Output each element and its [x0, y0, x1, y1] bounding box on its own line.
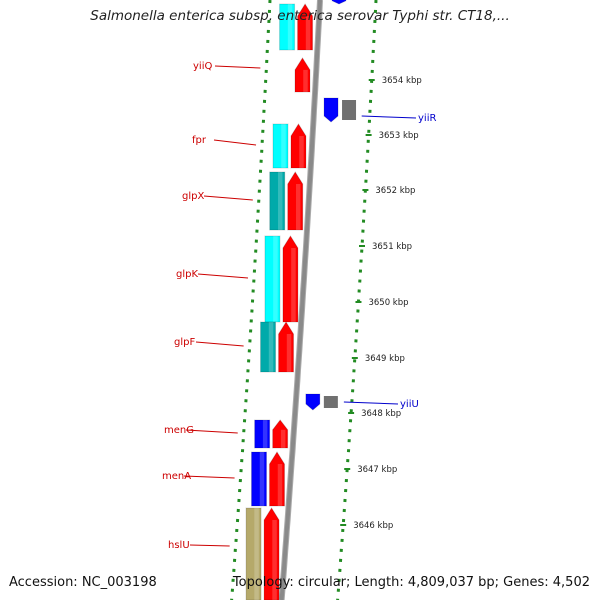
cds-arrow-4-highlight: [291, 248, 296, 322]
gene-label-hslU: hslU: [168, 540, 190, 551]
tick-label: 3647 kbp: [357, 465, 397, 475]
tick-label: 3649 kbp: [365, 354, 405, 364]
reverse-cds-top: [331, 0, 347, 5]
cds-arrow-7-highlight: [277, 464, 283, 506]
cds-arrow-8: [263, 507, 280, 600]
gene-block-5: [260, 321, 277, 373]
tick-label: 3648 kbp: [361, 409, 401, 419]
cds-arrow-0: [297, 3, 314, 51]
gene-leader-line: [195, 341, 244, 347]
reverse-cds-0: [323, 97, 339, 123]
gene-label-glpK: glpK: [176, 269, 198, 280]
cds-arrow-6: [272, 419, 289, 449]
tick-label: 3651 kbp: [372, 242, 412, 252]
map-rings: [230, 0, 378, 600]
gene-block-0-highlight: [287, 4, 293, 50]
cds-arrow-0-highlight: [305, 16, 311, 50]
gene-label-yiiU: yiiU: [400, 399, 419, 410]
gene-features: [245, 0, 357, 600]
tick-label: 3654 kbp: [382, 76, 422, 86]
tick-label: 3653 kbp: [379, 131, 419, 141]
gene-block-0: [279, 3, 296, 51]
gene-leader-line: [213, 139, 257, 146]
gene-leader-line: [197, 273, 249, 279]
cds-arrow-5-highlight: [286, 334, 292, 372]
accession-text: Accession: NC_003198: [9, 575, 157, 590]
gene-block-2: [272, 123, 289, 169]
cds-arrow-2-highlight: [299, 136, 304, 168]
cds-arrow-3: [287, 171, 304, 231]
gene-label-yiiR: yiiR: [418, 113, 436, 124]
gene-leader-line: [214, 65, 261, 69]
genome-title: Salmonella enterica subsp. enterica sero…: [90, 8, 510, 24]
gene-label-menA: menA: [162, 471, 191, 482]
outer-ring-left: [230, 0, 272, 600]
gene-block-8-highlight: [254, 508, 259, 600]
cds-arrow-4: [282, 235, 299, 323]
gene-label-glpX: glpX: [182, 191, 204, 202]
gene-block-4-highlight: [273, 236, 278, 322]
gene-label-fpr: fpr: [192, 135, 207, 146]
gene-leader-line: [185, 429, 238, 434]
gene-block-3-highlight: [277, 172, 283, 230]
cds-arrow-6-highlight: [280, 429, 286, 448]
cds-arrow-7: [269, 451, 286, 507]
reverse-gene-1: [323, 396, 338, 408]
cds-arrow-5: [278, 321, 295, 373]
gene-block-7-highlight: [259, 452, 265, 506]
gene-block-5-highlight: [268, 322, 274, 372]
cds-arrow-3-highlight: [295, 184, 301, 230]
cds-arrow-1-highlight: [303, 69, 308, 92]
position-ticks: 3654 kbp 3653 kbp 3652 kbp 3651 kbp 3650 kbp…: [340, 76, 422, 531]
gene-block-3: [269, 171, 286, 231]
cds-arrow-1: [294, 57, 311, 93]
cds-arrow-8-highlight: [272, 520, 277, 600]
gene-block-6: [254, 419, 271, 449]
topology-text: Topology: circular; Length: 4,809,037 bp…: [232, 575, 590, 590]
gene-label-menG: menG: [164, 425, 194, 436]
gene-labels: yiiQ fpr glpX glpK glpF menG menA hslU yiiR yiiU: [162, 61, 436, 551]
reverse-gene-0: [342, 100, 357, 120]
gene-leader-line: [183, 475, 235, 479]
reverse-cds-1: [305, 393, 321, 411]
backbone-line: [279, 0, 322, 600]
gene-leader-line: [361, 115, 417, 119]
gene-block-6-highlight: [262, 420, 268, 448]
cds-arrow-2: [290, 123, 307, 169]
gene-block-8: [245, 507, 262, 600]
outer-ring-right: [336, 0, 378, 600]
gene-label-yiiQ: yiiQ: [193, 61, 212, 72]
gene-leader-line: [343, 401, 399, 405]
tick-label: 3650 kbp: [368, 298, 408, 308]
tick-label: 3652 kbp: [375, 186, 415, 196]
gene-leader-line: [203, 195, 253, 201]
gene-block-2-highlight: [281, 124, 286, 168]
gene-block-7: [251, 451, 268, 507]
gene-label-glpF: glpF: [174, 337, 195, 348]
tick-label: 3646 kbp: [353, 521, 393, 531]
gene-leader-line: [189, 544, 230, 547]
